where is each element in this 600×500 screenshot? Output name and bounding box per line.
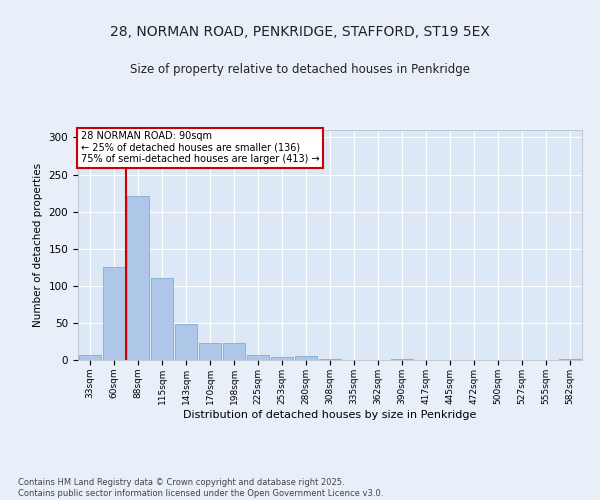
Text: Size of property relative to detached houses in Penkridge: Size of property relative to detached ho… — [130, 62, 470, 76]
Bar — [559, 358, 581, 360]
Bar — [151, 278, 173, 360]
Bar — [127, 196, 149, 360]
Bar — [175, 324, 197, 360]
Bar — [223, 343, 245, 360]
Text: 28, NORMAN ROAD, PENKRIDGE, STAFFORD, ST19 5EX: 28, NORMAN ROAD, PENKRIDGE, STAFFORD, ST… — [110, 25, 490, 39]
X-axis label: Distribution of detached houses by size in Penkridge: Distribution of detached houses by size … — [184, 410, 476, 420]
Bar — [199, 343, 221, 360]
Bar — [103, 266, 125, 360]
Bar — [295, 356, 317, 360]
Bar — [247, 355, 269, 360]
Bar — [79, 355, 101, 360]
Text: 28 NORMAN ROAD: 90sqm
← 25% of detached houses are smaller (136)
75% of semi-det: 28 NORMAN ROAD: 90sqm ← 25% of detached … — [80, 131, 319, 164]
Text: Contains HM Land Registry data © Crown copyright and database right 2025.
Contai: Contains HM Land Registry data © Crown c… — [18, 478, 383, 498]
Bar — [271, 357, 293, 360]
Y-axis label: Number of detached properties: Number of detached properties — [33, 163, 43, 327]
